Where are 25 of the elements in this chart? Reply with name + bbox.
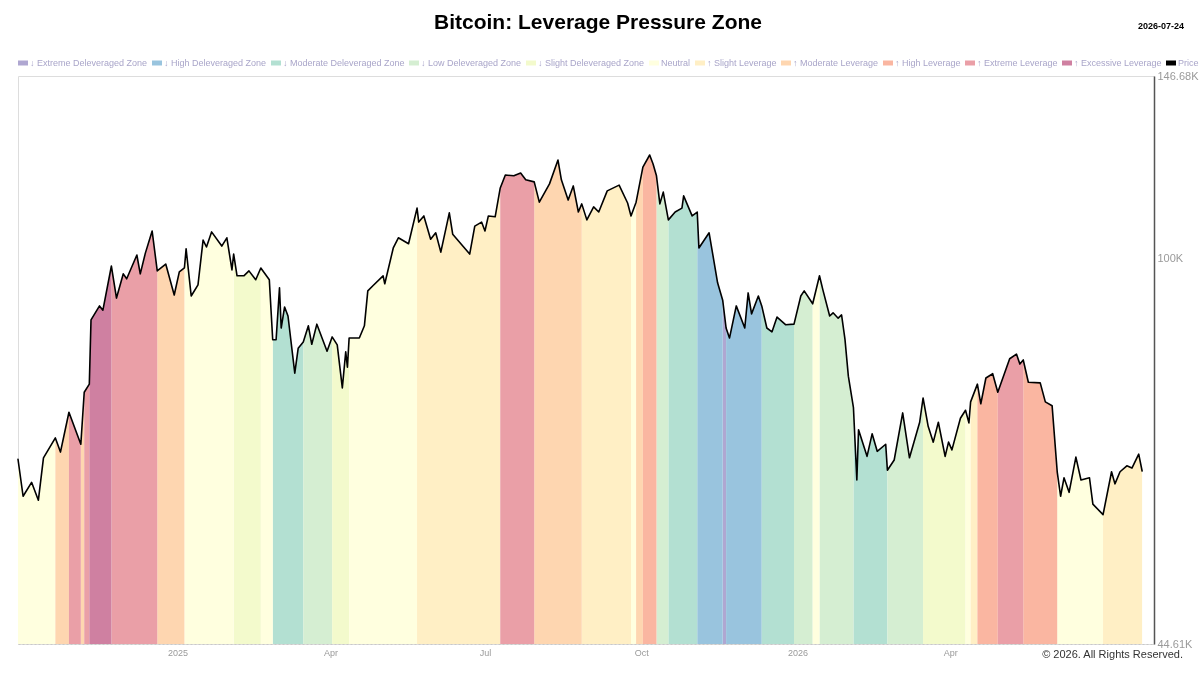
legend-label: ↑ High Leverage	[895, 58, 961, 68]
x-tick-label: Oct	[634, 647, 650, 658]
legend-label: ↑ Excessive Leverage	[1074, 58, 1162, 68]
y-tick-label: 146.68K	[1157, 69, 1200, 82]
line-series	[17, 154, 1143, 516]
legend-label: Neutral	[661, 58, 691, 68]
legend-label: ↑ Slight Leverage	[707, 58, 777, 68]
legend-label: ↓ Extreme Deleveraged Zone	[30, 58, 148, 68]
legend-label: ↓ Slight Deleveraged Zone	[538, 58, 645, 68]
legend-label: ↓ Moderate Deleveraged Zone	[283, 58, 405, 68]
legend-label: ↑ Extreme Leverage	[977, 58, 1058, 68]
legend-label: ↓ High Deleveraged Zone	[164, 58, 267, 68]
x-tick-label: 2026	[787, 647, 808, 658]
y-tick-label: 44.61K	[1157, 637, 1194, 650]
text: © 2026. All Rights Reserved.	[1042, 648, 1183, 660]
x-tick-label: Jul	[479, 647, 492, 658]
x-tick-label: Apr	[323, 647, 338, 658]
x-tick-label: Apr	[943, 647, 958, 658]
legend-label: Price	[1178, 58, 1199, 68]
chart-title: Bitcoin: Leverage Pressure Zone	[434, 10, 762, 33]
legend-label: ↑ Moderate Leverage	[793, 58, 879, 68]
legend-label: ↓ Low Deleveraged Zone	[421, 58, 522, 68]
text: 2026-07-24	[1137, 21, 1184, 31]
y-tick-label: 100K	[1157, 252, 1184, 265]
x-tick-label: 2025	[168, 647, 189, 658]
